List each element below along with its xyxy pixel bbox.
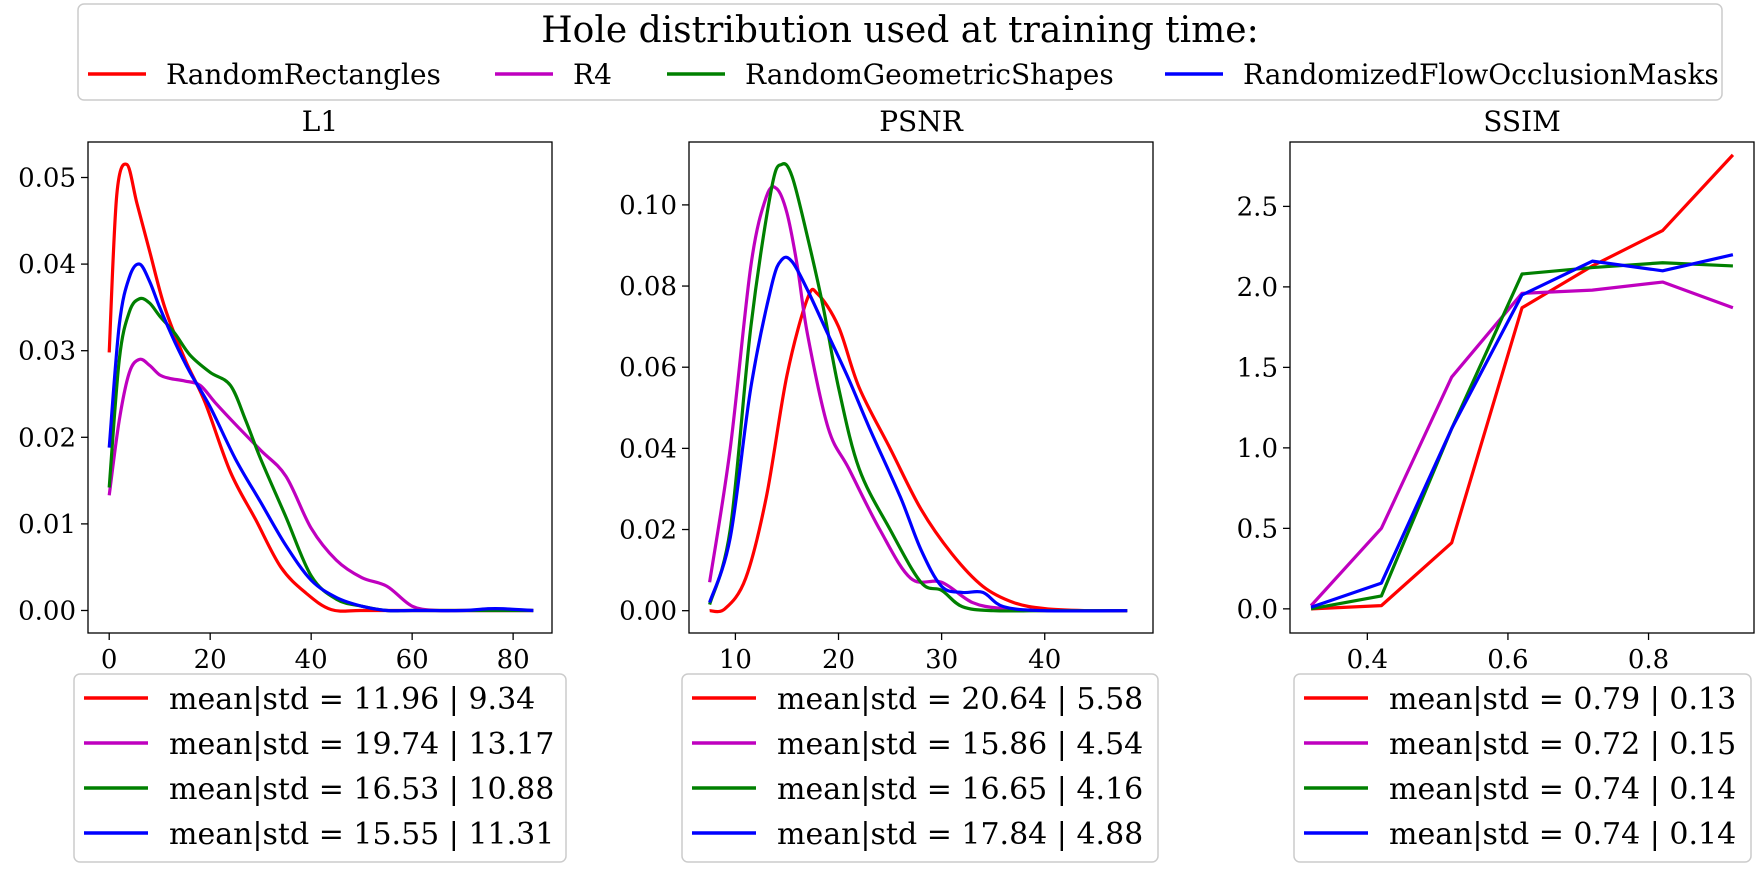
stats-legend: mean|std = 0.79 | 0.13 mean|std = 0.72 | … [1293,673,1752,863]
x-tick-label: 60 [396,645,429,675]
y-tick-label: 0.00 [619,597,677,627]
stats-legend-label: mean|std = 16.53 | 10.88 [169,772,554,807]
x-tick-label: 0.6 [1487,645,1528,675]
legend-label-random-geometric-shapes: RandomGeometricShapes [745,58,1114,91]
y-tick-label: 1.0 [1237,434,1278,464]
axes-frame [688,141,1154,634]
y-tick-label: 0.01 [18,510,76,540]
y-tick-label: 0.02 [18,423,76,453]
y-tick-label: 2.5 [1237,192,1278,222]
stats-legend: mean|std = 20.64 | 5.58 mean|std = 15.86 … [681,673,1159,863]
y-tick-label: 0.04 [18,250,76,280]
top-legend-entry: R4 [495,58,612,91]
x-tick-label: 40 [295,645,328,675]
y-tick-label: 0.05 [18,164,76,194]
panel-title: PSNR [879,105,964,138]
stats-legend: mean|std = 11.96 | 9.34 mean|std = 19.74 … [73,673,567,863]
stats-legend-label: mean|std = 20.64 | 5.58 [777,682,1143,717]
series-line-randomized-flow-occlusion-masks [107,262,534,613]
series-line-r4 [1309,280,1734,607]
x-tick-label: 30 [925,645,958,675]
series-line-random-rectangles [709,287,1128,614]
y-tick-label: 0.10 [619,191,677,221]
y-tick-label: 0.04 [619,434,677,464]
x-tick-label: 0.8 [1628,645,1669,675]
x-tick-label: 0.4 [1347,645,1388,675]
series-group [708,162,1128,614]
stats-legend-frame [681,673,1159,863]
series-group [107,162,534,613]
series-group [1309,153,1735,611]
stats-legend-label: mean|std = 15.86 | 4.54 [777,727,1143,762]
series-line-random-rectangles [1311,153,1735,611]
y-tick-label: 0.00 [18,596,76,626]
y-tick-label: 0.0 [1237,595,1278,625]
x-tick-label: 80 [497,645,530,675]
stats-legend-label: mean|std = 0.74 | 0.14 [1389,817,1736,852]
stats-legend-label: mean|std = 0.79 | 0.13 [1389,682,1736,717]
panel-psnr: PSNR 10 20 30 40 0.00 0.02 0.04 0.06 0.08 0.10 mean… [619,105,1159,863]
top-legend-entry: RandomRectangles [88,58,441,91]
panel-l1: L1 0 20 40 60 80 0.00 0.01 0.02 0.03 0.04 0.05 mean|… [18,105,567,863]
top-legend-entries: RandomRectangles R4 RandomGeometricShape… [88,58,1719,91]
x-tick-label: 10 [719,645,752,675]
panel-title: SSIM [1483,105,1561,138]
top-legend-entry: RandomGeometricShapes [667,58,1114,91]
axes-frame [87,141,553,634]
y-tick-label: 0.08 [619,272,677,302]
legend-label-r4: R4 [573,58,612,91]
stats-legend-label: mean|std = 11.96 | 9.34 [169,682,535,717]
x-tick-label: 0 [101,645,118,675]
series-line-randomized-flow-occlusion-masks [1310,253,1734,609]
series-line-r4 [107,357,534,613]
top-legend-entry: RandomizedFlowOcclusionMasks [1165,58,1719,91]
series-line-random-geometric-shapes [708,162,1128,613]
top-legend-frame [77,3,1723,101]
y-tick-label: 2.0 [1237,273,1278,303]
panel-title: L1 [302,105,338,138]
y-tick-label: 0.02 [619,516,677,546]
y-tick-label: 1.5 [1237,353,1278,383]
axes-frame [1289,141,1755,634]
stats-legend-label: mean|std = 19.74 | 13.17 [169,727,554,762]
y-tick-label: 0.5 [1237,514,1278,544]
legend-label-randomized-flow-occlusion-masks: RandomizedFlowOcclusionMasks [1243,58,1719,91]
series-line-r4 [708,185,1128,613]
y-tick-label: 0.03 [18,337,76,367]
series-line-randomized-flow-occlusion-masks [708,255,1128,613]
panel-ssim: SSIM 0.4 0.6 0.8 0.0 0.5 1.0 1.5 2.0 2.5 mean|std … [1237,105,1755,863]
series-line-random-geometric-shapes [1310,261,1733,611]
stats-legend-label: mean|std = 16.65 | 4.16 [777,772,1143,807]
x-tick-label: 20 [822,645,855,675]
stats-legend-label: mean|std = 0.72 | 0.15 [1389,727,1736,762]
legend-label-random-rectangles: RandomRectangles [166,58,441,91]
y-tick-label: 0.06 [619,353,677,383]
series-line-random-geometric-shapes [107,296,534,613]
stats-legend-label: mean|std = 17.84 | 4.88 [777,817,1143,852]
stats-legend-frame [1293,673,1752,863]
stats-legend-label: mean|std = 0.74 | 0.14 [1389,772,1736,807]
x-tick-label: 40 [1028,645,1061,675]
stats-legend-frame [73,673,567,863]
x-tick-label: 20 [194,645,227,675]
figure-title: Hole distribution used at training time: [541,10,1258,51]
stats-legend-label: mean|std = 15.55 | 11.31 [169,817,554,852]
top-legend: Hole distribution used at training time:… [77,3,1723,101]
